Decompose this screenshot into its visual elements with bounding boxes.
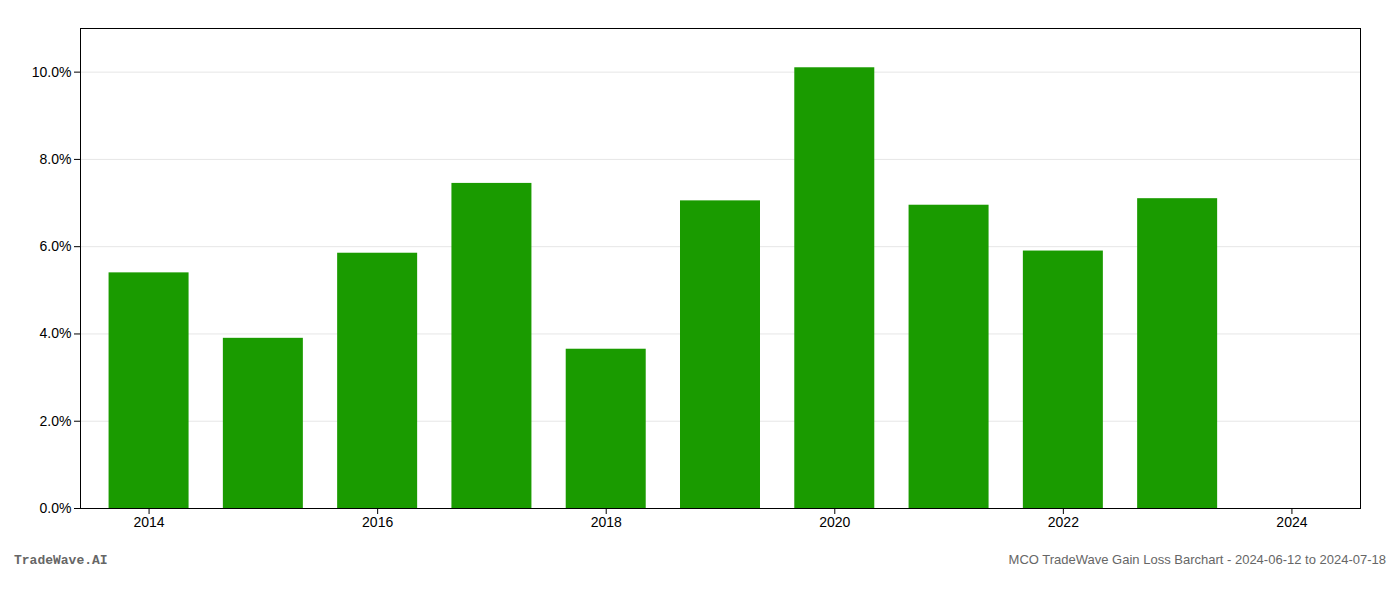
svg-text:2024: 2024 <box>1276 514 1307 530</box>
svg-text:0.0%: 0.0% <box>40 500 72 516</box>
html-text:MCO TradeWave Gain Loss Barcha: MCO TradeWave Gain Loss Barchart - 2024-… <box>1008 552 1386 567</box>
svg-text:2014: 2014 <box>133 514 164 530</box>
svg-text:8.0%: 8.0% <box>40 151 72 167</box>
svg-text:2018: 2018 <box>591 514 622 530</box>
svg-text:10.0%: 10.0% <box>32 64 72 80</box>
svg-text:4.0%: 4.0% <box>40 325 72 341</box>
svg-text:2020: 2020 <box>819 514 850 530</box>
svg-text:6.0%: 6.0% <box>40 238 72 254</box>
html-text:TradeWave.AI: TradeWave.AI <box>14 553 108 568</box>
svg-text:2016: 2016 <box>362 514 393 530</box>
svg-text:2.0%: 2.0% <box>40 413 72 429</box>
svg-text:2022: 2022 <box>1048 514 1079 530</box>
